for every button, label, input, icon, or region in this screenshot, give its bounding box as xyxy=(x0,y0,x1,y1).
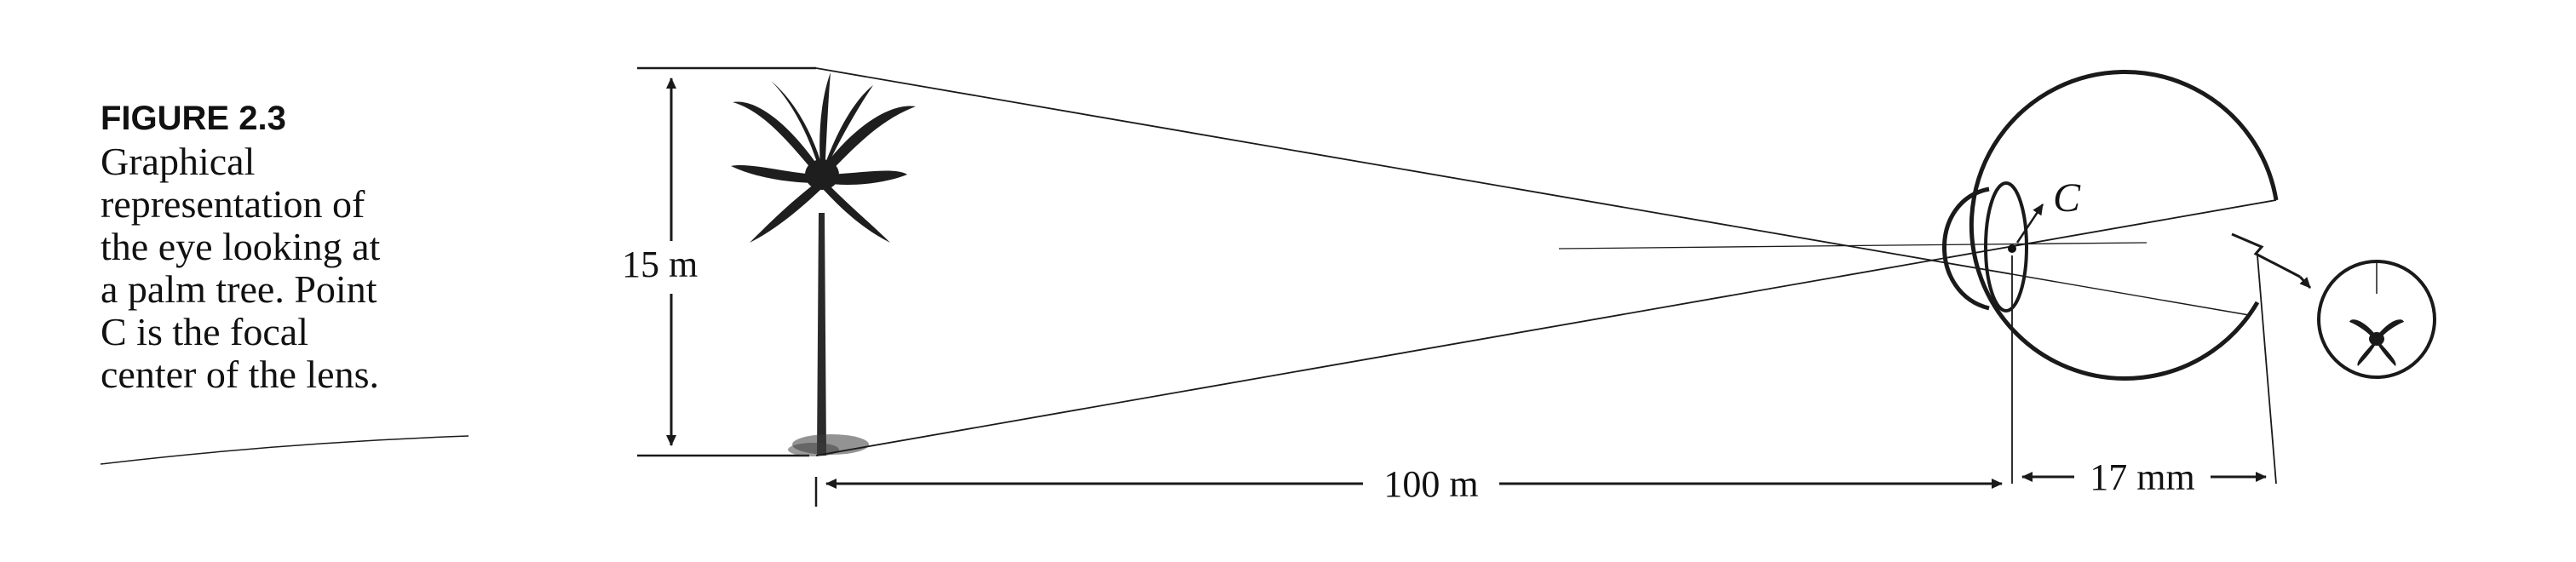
light-rays xyxy=(815,67,2277,456)
ray-bottom xyxy=(815,199,2277,456)
distance-dimensions: 100 m 17 mm xyxy=(814,255,2277,507)
image-distance-label: 17 mm xyxy=(2090,456,2194,498)
tree-height-dimension: 15 m xyxy=(622,66,816,457)
tree-height-label: 15 m xyxy=(622,244,698,285)
caption-line-1: Graphical xyxy=(101,140,255,183)
optical-axis xyxy=(1558,242,2148,249)
inset-arrow xyxy=(2298,275,2312,290)
palm-trunk xyxy=(817,213,826,456)
cornea xyxy=(1942,186,1990,311)
palm-tree xyxy=(731,72,916,456)
retina-extension-line xyxy=(2257,255,2277,485)
caption-line-4: a palm tree. Point xyxy=(101,267,377,311)
ray-top-continuation xyxy=(2011,273,2250,316)
caption-line-3: the eye looking at xyxy=(101,225,381,268)
focal-center-point xyxy=(2008,244,2016,253)
zigzag-pointer xyxy=(2231,232,2301,278)
ray-top xyxy=(815,67,2013,275)
palm-fronds xyxy=(731,72,916,243)
caption-rule xyxy=(100,435,469,465)
object-distance-label: 100 m xyxy=(1383,463,1478,505)
lens xyxy=(1984,181,2028,313)
focal-center-leader xyxy=(2015,204,2044,244)
eye: C xyxy=(1942,69,2279,381)
inverted-palm xyxy=(2349,319,2404,366)
eyeball-outline xyxy=(1969,69,2279,381)
retina-image-inset xyxy=(2231,232,2436,379)
figure-label: FIGURE 2.3 xyxy=(101,100,286,137)
focal-center-label: C xyxy=(2053,175,2081,221)
caption-line-2: representation of xyxy=(101,182,365,226)
caption-line-6: center of the lens. xyxy=(101,353,379,396)
caption-line-5: C is the focal xyxy=(101,310,308,353)
figure-caption: FIGURE 2.3 Graphical representation of t… xyxy=(100,100,469,465)
